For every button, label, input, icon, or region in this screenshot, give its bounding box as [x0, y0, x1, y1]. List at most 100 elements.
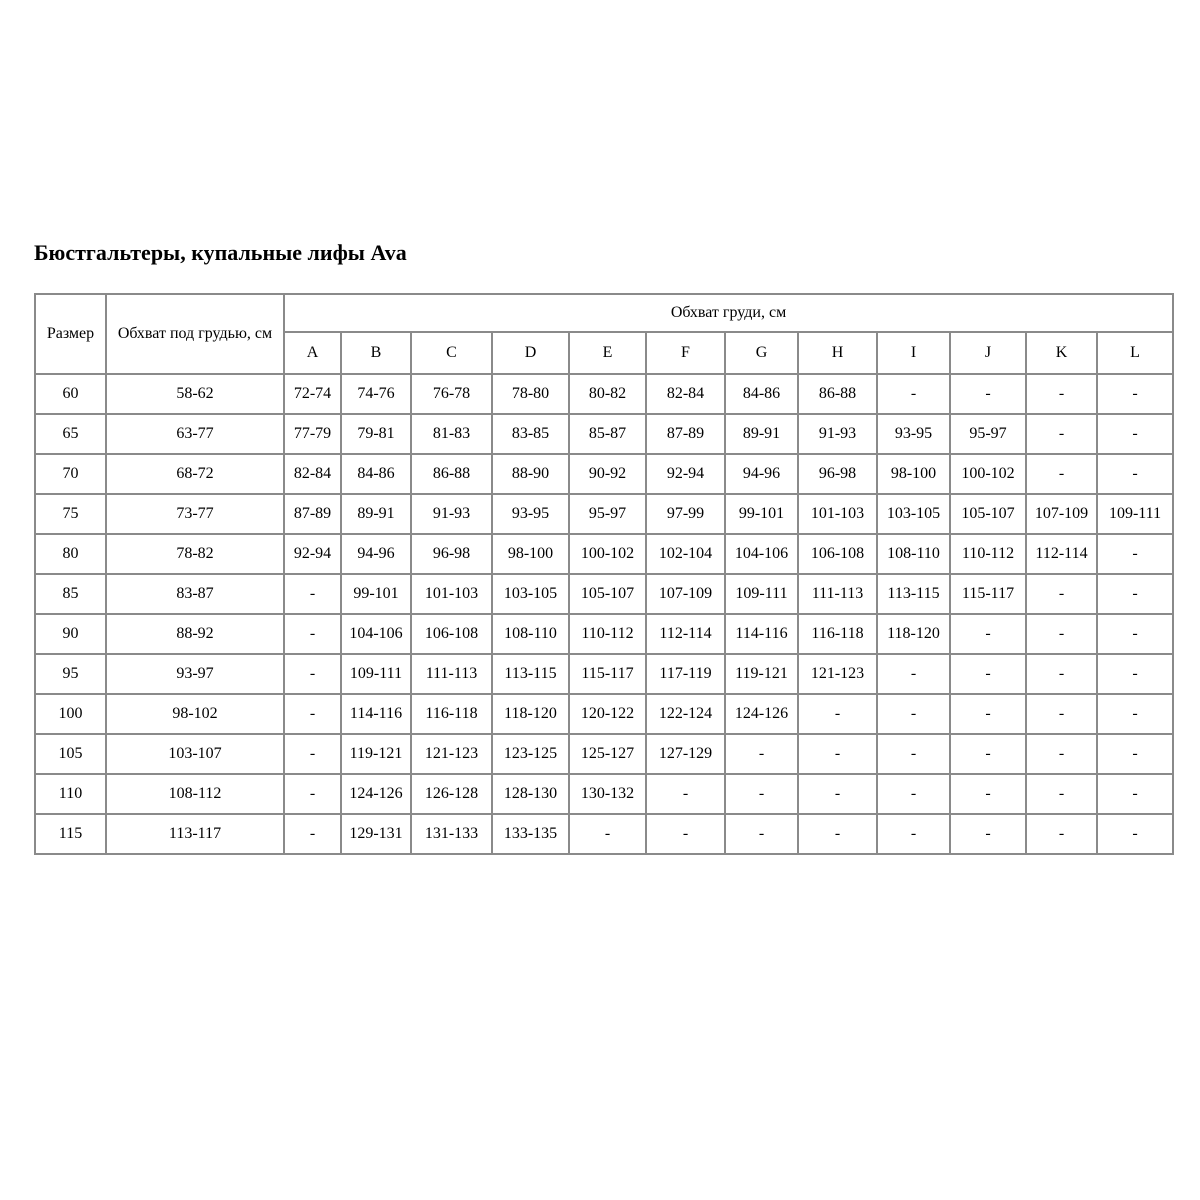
cup-cell: 82-84 [645, 373, 726, 415]
cup-cell: 103-105 [876, 493, 951, 535]
underbust-cell: 63-77 [105, 413, 285, 455]
cup-cell: - [1095, 773, 1175, 815]
cup-cell: 126-128 [410, 773, 493, 815]
cup-cell: 120-122 [568, 693, 647, 735]
cup-cell: 111-113 [410, 653, 493, 695]
cup-cell: - [283, 653, 342, 695]
cup-cell: - [1095, 653, 1175, 695]
col-header-cup-C: C [410, 331, 493, 375]
cup-cell: - [797, 813, 878, 855]
cup-cell: 124-126 [724, 693, 799, 735]
cup-cell: - [283, 773, 342, 815]
cup-cell: - [724, 773, 799, 815]
table-body: 60 58-62 72-74 74-76 76-78 78-80 80-82 82-84 84-… [34, 373, 1175, 855]
cup-cell: 91-93 [797, 413, 878, 455]
size-cell: 95 [34, 653, 107, 695]
cup-cell: - [1025, 813, 1098, 855]
cup-cell: 117-119 [645, 653, 726, 695]
table-row: 70 68-72 82-84 84-86 86-88 88-90 90-92 92-94 94-… [34, 453, 1175, 495]
cup-cell: 99-101 [340, 573, 412, 615]
cup-cell: - [568, 813, 647, 855]
cup-cell: 105-107 [568, 573, 647, 615]
cup-cell: 100-102 [949, 453, 1027, 495]
cup-cell: - [949, 733, 1027, 775]
size-cell: 85 [34, 573, 107, 615]
cup-cell: 110-112 [568, 613, 647, 655]
cup-cell: - [797, 733, 878, 775]
cup-cell: - [283, 613, 342, 655]
cup-cell: 91-93 [410, 493, 493, 535]
cup-cell: 115-117 [949, 573, 1027, 615]
underbust-cell: 78-82 [105, 533, 285, 575]
cup-cell: 89-91 [724, 413, 799, 455]
cup-cell: - [1025, 653, 1098, 695]
underbust-cell: 113-117 [105, 813, 285, 855]
table-row: 60 58-62 72-74 74-76 76-78 78-80 80-82 82-84 84-… [34, 373, 1175, 415]
cup-cell: 96-98 [797, 453, 878, 495]
size-cell: 115 [34, 813, 107, 855]
cup-cell: 112-114 [1025, 533, 1098, 575]
cup-cell: 86-88 [797, 373, 878, 415]
cup-cell: 90-92 [568, 453, 647, 495]
col-header-bust-group: Обхват груди, см [282, 293, 1175, 333]
size-cell: 75 [34, 493, 107, 535]
cup-cell: - [1095, 733, 1175, 775]
cup-cell: 116-118 [410, 693, 493, 735]
cup-cell: 81-83 [410, 413, 493, 455]
cup-cell: 124-126 [340, 773, 412, 815]
cup-cell: 95-97 [949, 413, 1027, 455]
cup-cell: - [949, 613, 1027, 655]
cup-cell: - [645, 813, 726, 855]
cup-cell: - [949, 773, 1027, 815]
cup-cell: 98-100 [491, 533, 570, 575]
cup-cell: 131-133 [410, 813, 493, 855]
table-row: 65 63-77 77-79 79-81 81-83 83-85 85-87 87-89 89-… [34, 413, 1175, 455]
cup-cell: 86-88 [410, 453, 493, 495]
size-cell: 60 [34, 373, 107, 415]
cup-cell: 94-96 [724, 453, 799, 495]
cup-cell: 107-109 [645, 573, 726, 615]
cup-cell: 100-102 [568, 533, 647, 575]
cup-cell: 125-127 [568, 733, 647, 775]
cup-cell: 77-79 [283, 413, 342, 455]
col-header-cup-H: H [797, 331, 878, 375]
cup-cell: - [1095, 453, 1175, 495]
cup-cell: 109-111 [724, 573, 799, 615]
cup-cell: 111-113 [797, 573, 878, 615]
cup-cell: 92-94 [283, 533, 342, 575]
cup-cell: 94-96 [340, 533, 412, 575]
cup-cell: 78-80 [491, 373, 570, 415]
table-row: 80 78-82 92-94 94-96 96-98 98-100 100-102 102-1… [34, 533, 1175, 575]
cup-cell: 119-121 [724, 653, 799, 695]
cup-cell: 119-121 [340, 733, 412, 775]
cup-cell: 85-87 [568, 413, 647, 455]
cup-cell: 89-91 [340, 493, 412, 535]
table-row: 85 83-87-99-101 101-103 103-105 105-107 107-1… [34, 573, 1175, 615]
cup-cell: - [1095, 573, 1175, 615]
table-row: 95 93-97-109-111 111-113 113-115 115-117 117-… [34, 653, 1175, 695]
page-title: Бюстгальтеры, купальные лифы Ava [34, 240, 407, 265]
table-row: 90 88-92-104-106 106-108 108-110 110-112 112-… [34, 613, 1175, 655]
cup-cell: - [645, 773, 726, 815]
cup-cell: 113-115 [876, 573, 951, 615]
cup-cell: - [1025, 693, 1098, 735]
cup-cell: - [283, 573, 342, 615]
cup-cell: 106-108 [797, 533, 878, 575]
cup-cell: - [876, 693, 951, 735]
table-row: 115 113-117-129-131 131-133 133-135- - - - - - - - [34, 813, 1175, 855]
col-header-cup-L: L [1095, 331, 1175, 375]
cup-cell: 80-82 [568, 373, 647, 415]
size-chart-page: Бюстгальтеры, купальные лифы Ava Размер … [34, 240, 1175, 855]
size-cell: 100 [34, 693, 107, 735]
group-header-row: Размер Обхват под грудью, см Обхват груд… [34, 293, 1175, 375]
underbust-cell: 93-97 [105, 653, 285, 695]
cup-cell: 79-81 [340, 413, 412, 455]
col-header-cup-G: G [724, 331, 799, 375]
cup-cell: - [1095, 413, 1175, 455]
table-row: 105 103-107-119-121 121-123 123-125 125-127 1… [34, 733, 1175, 775]
cup-cell: 101-103 [797, 493, 878, 535]
cup-cell: 97-99 [645, 493, 726, 535]
cup-cell: 93-95 [876, 413, 951, 455]
cup-cell: 98-100 [876, 453, 951, 495]
